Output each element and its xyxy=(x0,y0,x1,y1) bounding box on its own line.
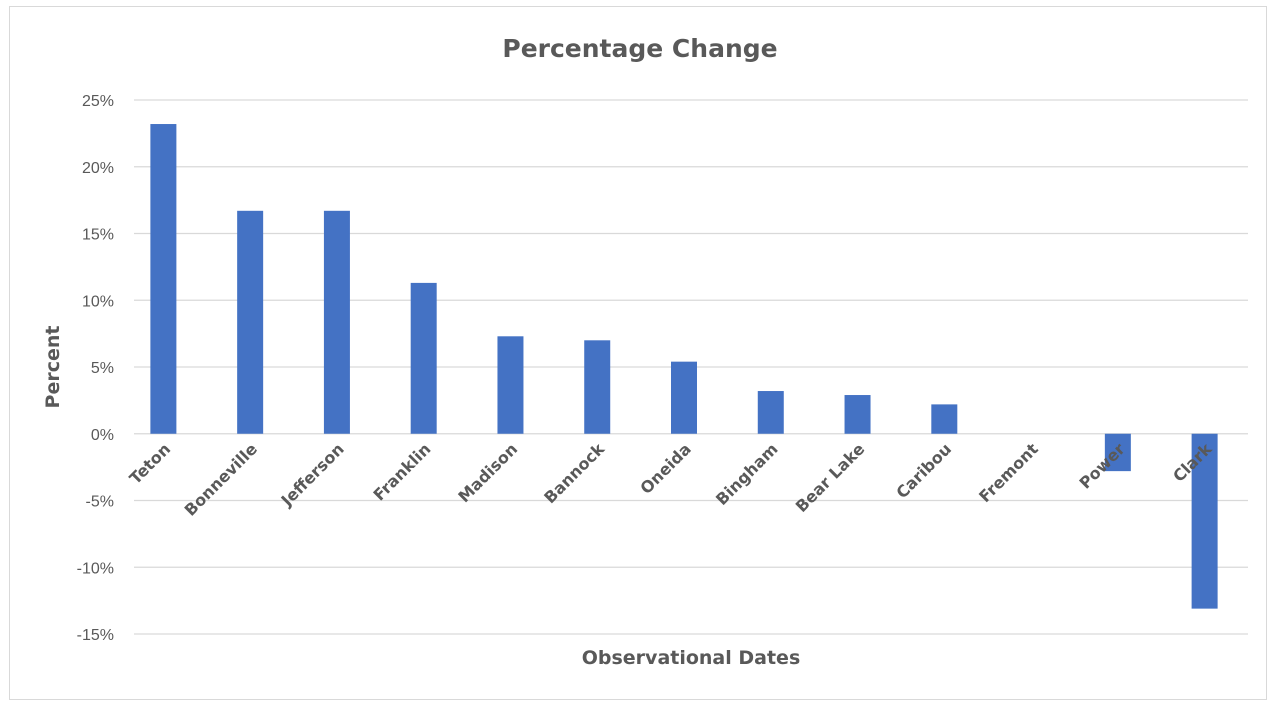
x-tick-label: Jefferson xyxy=(277,439,348,510)
bar-bonneville xyxy=(237,210,264,434)
x-tick-label: Oneida xyxy=(636,439,694,497)
y-tick-label: 15% xyxy=(82,227,114,244)
chart-frame xyxy=(9,6,1267,700)
x-tick-label: Madison xyxy=(454,439,521,506)
x-tick-label: Fremont xyxy=(975,439,1042,506)
bar-bannock xyxy=(584,340,611,434)
bar-caribou xyxy=(931,404,958,434)
y-tick-label: 0% xyxy=(91,427,114,444)
y-tick-label: 25% xyxy=(82,93,114,110)
x-tick-label: Bonneville xyxy=(181,439,261,519)
x-tick-label: Bingham xyxy=(712,439,782,509)
y-tick-label: 10% xyxy=(82,293,114,310)
y-tick-label: -10% xyxy=(77,560,114,577)
bar-jefferson xyxy=(323,210,350,434)
bar-power xyxy=(1104,433,1131,472)
bar-bingham xyxy=(757,391,784,434)
x-tick-label: Bannock xyxy=(540,439,608,507)
x-axis-ticks: Teton Bonneville Jefferson Franklin Madison B… xyxy=(126,439,1216,520)
x-axis-title: Observational Dates xyxy=(582,647,801,669)
y-tick-label: 20% xyxy=(82,160,114,177)
y-tick-label: 5% xyxy=(91,360,114,377)
chart-title: Percentage Change xyxy=(502,34,777,63)
y-tick-label: -15% xyxy=(77,627,114,644)
bar-oneida xyxy=(671,361,697,434)
bars xyxy=(150,124,1218,609)
x-tick-label: Caribou xyxy=(892,439,955,502)
x-tick-label: Franklin xyxy=(369,439,434,504)
y-axis-ticks: 25% 20% 15% 10% 5% 0% -5% -10% -15% xyxy=(77,93,114,644)
bar-clark xyxy=(1191,433,1218,609)
y-axis-title: Percent xyxy=(42,326,64,409)
bar-madison xyxy=(497,336,524,434)
bar-bear-lake xyxy=(844,395,871,434)
x-tick-label: Bear Lake xyxy=(792,439,869,516)
y-tick-label: -5% xyxy=(86,494,114,511)
bar-teton xyxy=(150,124,177,434)
x-tick-label: Teton xyxy=(126,439,175,488)
bar-franklin xyxy=(410,282,437,434)
